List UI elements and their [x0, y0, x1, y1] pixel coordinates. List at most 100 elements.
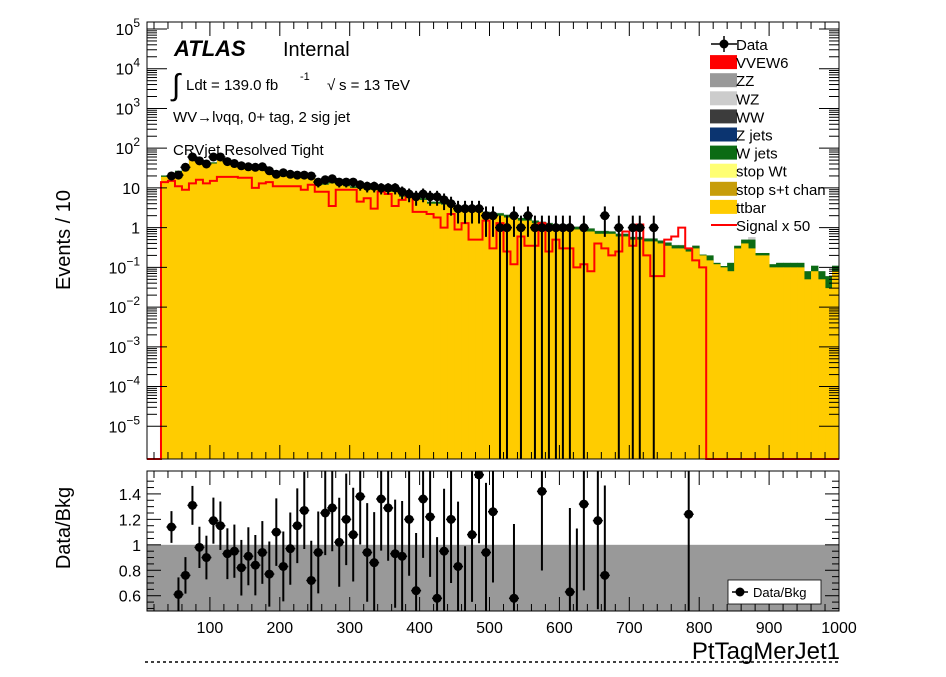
bar-ttbar — [678, 248, 686, 459]
ratio-point — [411, 586, 421, 596]
bar-ttbar — [804, 279, 812, 459]
bar-ttbar — [720, 267, 728, 459]
bar-ttbar — [244, 167, 253, 459]
data-point — [194, 156, 204, 166]
bar-ttbar — [181, 170, 190, 459]
data-point — [453, 204, 463, 214]
data-point — [635, 223, 645, 233]
bar-ttbar — [685, 251, 693, 459]
legend-swatch — [710, 109, 737, 124]
data-point — [306, 171, 316, 181]
bar-ttbar — [811, 271, 819, 459]
ratio-points — [166, 470, 694, 611]
data-point — [649, 223, 659, 233]
bar-ttbar — [489, 215, 497, 459]
legend-label: VVEW6 — [736, 55, 789, 72]
bar-ttbar — [363, 189, 372, 459]
x-tick-label: 400 — [406, 620, 433, 637]
ratio-point — [565, 587, 575, 597]
y-tick-label: 10 — [122, 181, 140, 198]
bar-ttbar — [734, 248, 742, 459]
ratio-point — [215, 521, 225, 531]
bar-ttbar — [643, 241, 651, 459]
ratio-point — [383, 503, 393, 513]
legend-label: Signal x 50 — [736, 218, 810, 235]
ratio-legend: Data/Bkg — [727, 579, 822, 605]
ratio-point — [208, 516, 218, 526]
y-tick-label: 10−2 — [109, 294, 141, 317]
x-tick-label: 800 — [686, 620, 713, 637]
bar-ttbar — [307, 175, 316, 459]
bar-ttbar — [713, 264, 721, 459]
ratio-point — [166, 522, 176, 532]
data-point — [614, 223, 624, 233]
bar-ttbar — [251, 167, 260, 459]
bar-ttbar — [314, 182, 323, 460]
ratio-point — [425, 512, 435, 522]
y-tick-label: 104 — [116, 56, 141, 79]
bar-ttbar — [412, 198, 421, 459]
bar-ttbar — [195, 162, 204, 459]
data-point — [327, 174, 337, 184]
data-point — [236, 161, 246, 171]
data-points — [166, 152, 659, 459]
ratio-point — [579, 499, 589, 509]
y-tick-label: 10−3 — [109, 334, 141, 357]
x-tick-label: 300 — [336, 620, 363, 637]
ratio-point — [271, 527, 281, 537]
data-point — [432, 192, 442, 202]
bar-ttbar — [657, 243, 665, 459]
bar-ttbar — [797, 267, 805, 459]
ratio-point — [250, 560, 260, 570]
channel-label: WV→lνqq, 0+ tag, 2 sig jet — [173, 109, 351, 126]
bar-ttbar — [167, 175, 176, 459]
bar-ttbar — [755, 255, 763, 459]
bar-ttbar — [258, 168, 267, 459]
ratio-legend-label: Data/Bkg — [753, 585, 806, 600]
bar-ttbar — [370, 189, 379, 459]
y-tick-label: 105 — [116, 16, 141, 39]
data-point — [600, 211, 610, 221]
data-point — [565, 223, 575, 233]
bar-ttbar — [384, 191, 393, 459]
ratio-point — [446, 514, 456, 524]
ratio-point — [341, 514, 351, 524]
bar-ttbar — [741, 243, 749, 459]
ratio-point — [355, 491, 365, 501]
bar-ttbar — [454, 208, 462, 459]
bar-ttbar — [461, 208, 469, 459]
bar-ttbar — [188, 158, 197, 459]
bar-ttbar — [209, 163, 218, 459]
bar-ttbar — [594, 233, 602, 459]
data-point — [474, 204, 484, 214]
ratio-point — [299, 505, 309, 515]
bar-ttbar — [405, 196, 414, 460]
legend-label: stop Wt — [736, 164, 788, 181]
ratio-legend-marker — [735, 587, 745, 597]
bar-ttbar — [377, 191, 386, 459]
data-point — [488, 211, 498, 221]
legend-label: Data — [736, 37, 768, 54]
bar-ttbar — [832, 271, 840, 459]
data-point — [544, 223, 554, 233]
ratio-point — [600, 570, 610, 580]
x-tick-label: 900 — [756, 620, 783, 637]
bar-ttbar — [286, 174, 295, 459]
data-point — [264, 166, 274, 176]
data-point — [285, 169, 295, 179]
data-point — [446, 199, 456, 209]
x-tick-label: 500 — [476, 620, 503, 637]
ratio-point — [369, 558, 379, 568]
x-axis-label: PtTagMerJet1 — [692, 638, 840, 665]
bar-ttbar — [622, 236, 630, 459]
data-point — [299, 170, 309, 180]
data-point — [334, 177, 344, 187]
y-tick-label: 10−5 — [109, 413, 141, 436]
data-point — [250, 162, 260, 172]
bar-ttbar — [664, 245, 672, 459]
atlas-label: ATLAS — [173, 36, 246, 61]
bottom-y-axis-label: Data/Bkg — [53, 487, 75, 569]
ratio-point — [481, 547, 491, 557]
data-point — [208, 152, 218, 162]
ratio-point — [362, 547, 372, 557]
